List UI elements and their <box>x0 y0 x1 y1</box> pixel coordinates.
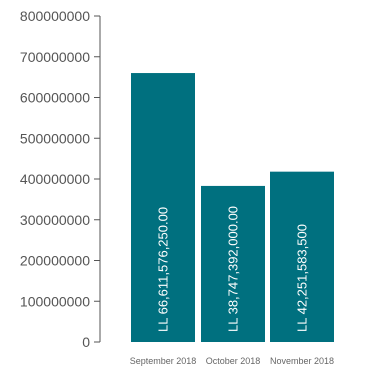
bar-data-label: LL 42,251,583,500 <box>295 224 310 332</box>
y-tick-label: 300000000 <box>20 212 90 228</box>
y-tick-label: 200000000 <box>20 253 90 269</box>
y-tick-label: 700000000 <box>20 49 90 65</box>
bar <box>270 171 334 342</box>
y-tick-label: 800000000 <box>20 8 90 24</box>
y-axis: 0 100000000 200000000 300000000 400000000 500… <box>20 8 101 350</box>
x-category-label: October 2018 <box>206 356 261 366</box>
bars: LL 66,611,576,250.00 LL 38,747,392,000.00… <box>131 73 334 343</box>
y-tick-label: 100000000 <box>20 293 90 309</box>
x-category-label: September 2018 <box>130 356 197 366</box>
y-tick-label: 0 <box>82 334 90 350</box>
bar-data-label: LL 38,747,392,000.00 <box>226 206 241 332</box>
y-tick-label: 400000000 <box>20 171 90 187</box>
x-axis: September 2018 October 2018 November 2018 <box>130 356 334 366</box>
bar <box>201 185 265 342</box>
bar-data-label: LL 66,611,576,250.00 <box>156 207 171 332</box>
y-tick-label: 600000000 <box>20 90 90 106</box>
x-category-label: November 2018 <box>270 356 334 366</box>
bar <box>131 73 195 343</box>
y-tick-label: 500000000 <box>20 130 90 146</box>
